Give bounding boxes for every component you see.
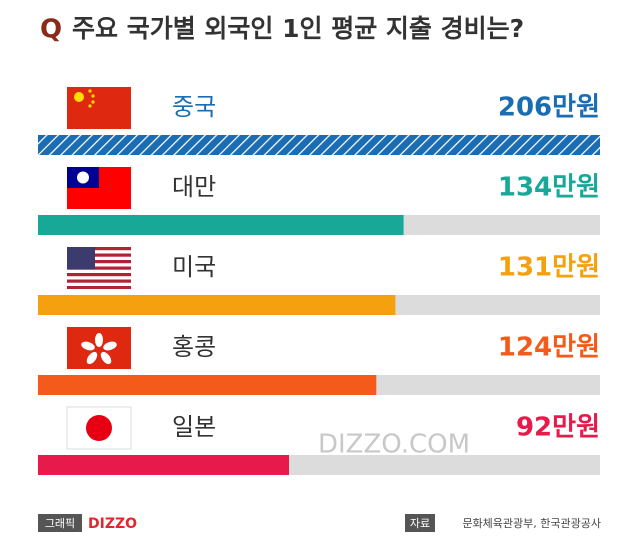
- category-label: 홍콩: [172, 333, 216, 361]
- credit-box: [38, 514, 82, 532]
- category-label: 대만: [172, 173, 216, 201]
- category-label: 미국: [172, 253, 216, 281]
- value-label: 124만원: [498, 333, 600, 363]
- value-label: 131만원: [498, 253, 600, 283]
- credit-label: 그래픽: [45, 517, 75, 530]
- source-label: 자료: [410, 517, 430, 530]
- chart-title: 주요 국가별 외국인 1인 평균 지출 경비는?: [72, 14, 524, 43]
- bar: [38, 295, 396, 315]
- flag-hongkong: [67, 327, 131, 369]
- question-mark: Q: [40, 15, 62, 45]
- value-label: 134만원: [498, 173, 600, 203]
- flag-china: [67, 87, 131, 129]
- value-label: 92만원: [516, 413, 600, 443]
- credit: DIZZO: [88, 516, 137, 532]
- flag-usa: [67, 247, 131, 289]
- category-label: 일본: [172, 413, 216, 441]
- bar: [38, 455, 289, 475]
- flag-taiwan: [67, 167, 131, 209]
- bar: [38, 375, 377, 395]
- watermark: DIZZO.COM: [318, 430, 470, 460]
- flag-japan: [66, 406, 132, 450]
- bar-hatch: [38, 135, 600, 155]
- bar: [38, 215, 404, 235]
- source-box: [405, 514, 435, 532]
- source: 문화체육관광부, 한국관광공사: [462, 517, 601, 530]
- value-label: 206만원: [498, 93, 600, 123]
- category-label: 중국: [172, 93, 216, 121]
